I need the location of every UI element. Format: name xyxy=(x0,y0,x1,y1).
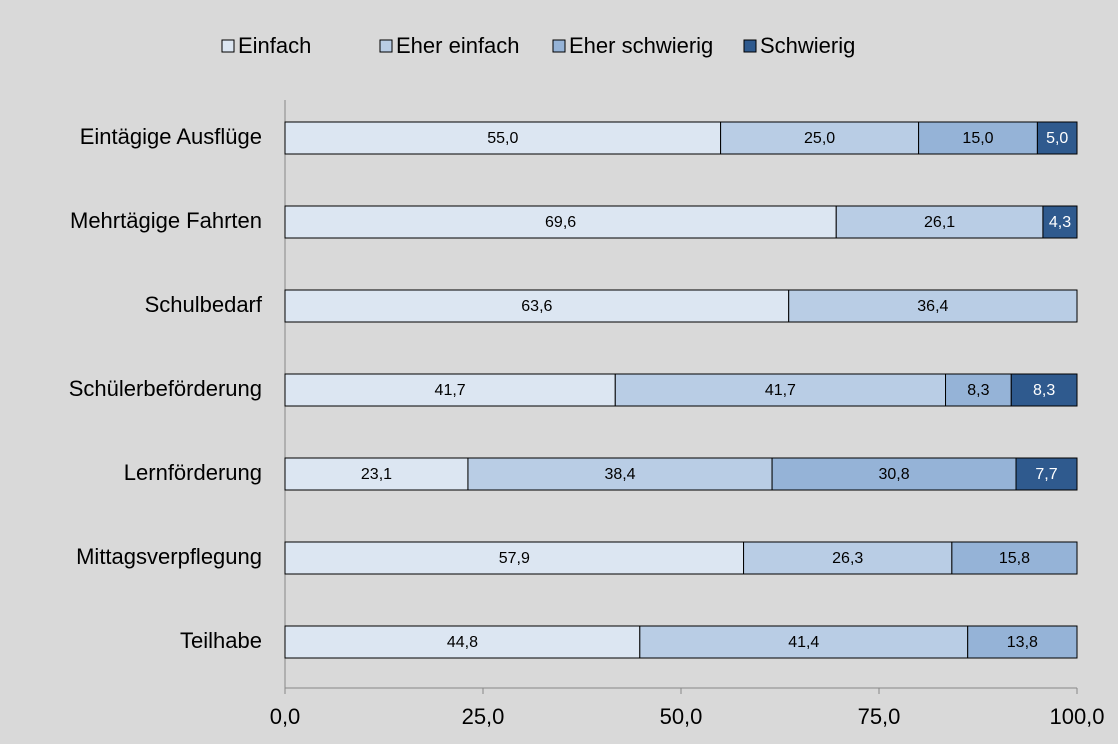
data-label: 41,4 xyxy=(788,634,819,651)
bar-segment xyxy=(467,457,773,491)
bar-segment xyxy=(284,205,837,239)
bar-segment xyxy=(788,289,1078,323)
data-label: 69,6 xyxy=(545,214,576,231)
data-label: 41,7 xyxy=(765,382,796,399)
y-tick-label: Mehrtägige Fahrten xyxy=(70,208,262,233)
y-tick-label: Schülerbeförderung xyxy=(69,376,262,401)
data-label: 8,3 xyxy=(1033,382,1055,399)
legend-swatch xyxy=(221,39,235,53)
y-tick-label: Eintägige Ausflüge xyxy=(80,124,262,149)
legend-swatch xyxy=(743,39,757,53)
data-label: 57,9 xyxy=(499,550,530,567)
data-label: 23,1 xyxy=(361,466,392,483)
x-tick-label: 0,0 xyxy=(270,704,301,729)
bar-segment xyxy=(284,121,722,155)
data-label: 26,1 xyxy=(924,214,955,231)
data-label: 26,3 xyxy=(832,550,863,567)
bar-segment xyxy=(835,205,1044,239)
y-tick-label: Lernförderung xyxy=(124,460,262,485)
y-tick-label: Mittagsverpflegung xyxy=(76,544,262,569)
legend-label: Einfach xyxy=(238,33,311,58)
legend-swatch xyxy=(552,39,566,53)
bar-segment xyxy=(967,625,1078,659)
legend-label: Eher einfach xyxy=(396,33,520,58)
bar-segment xyxy=(951,541,1078,575)
bar-segment xyxy=(1010,373,1078,407)
bar-segment xyxy=(284,625,641,659)
data-label: 38,4 xyxy=(604,466,635,483)
data-label: 36,4 xyxy=(917,298,948,315)
data-label: 15,8 xyxy=(999,550,1030,567)
y-tick-label: Teilhabe xyxy=(180,628,262,653)
data-label: 5,0 xyxy=(1046,130,1068,147)
legend-swatch xyxy=(379,39,393,53)
data-label: 30,8 xyxy=(878,466,909,483)
bar-segment xyxy=(771,457,1017,491)
bar-segment xyxy=(1042,205,1078,239)
y-tick-label: Schulbedarf xyxy=(145,292,263,317)
bar-segment xyxy=(1015,457,1078,491)
legend-label: Eher schwierig xyxy=(569,33,713,58)
legend-label: Schwierig xyxy=(760,33,855,58)
bar-segment xyxy=(284,457,469,491)
data-label: 4,3 xyxy=(1049,214,1071,231)
bar-segment xyxy=(1036,121,1078,155)
data-label: 55,0 xyxy=(487,130,518,147)
bar-segment xyxy=(743,541,953,575)
x-tick-label: 75,0 xyxy=(858,704,901,729)
data-label: 8,3 xyxy=(967,382,989,399)
data-label: 15,0 xyxy=(962,130,993,147)
data-label: 7,7 xyxy=(1035,466,1057,483)
bar-segment xyxy=(639,625,969,659)
x-tick-label: 50,0 xyxy=(660,704,703,729)
bar-segment xyxy=(720,121,920,155)
data-label: 44,8 xyxy=(447,634,478,651)
data-label: 13,8 xyxy=(1007,634,1038,651)
data-label: 63,6 xyxy=(521,298,552,315)
x-tick-label: 25,0 xyxy=(462,704,505,729)
data-label: 25,0 xyxy=(804,130,835,147)
bar-segment xyxy=(614,373,947,407)
x-tick-label: 100,0 xyxy=(1049,704,1104,729)
data-label: 41,7 xyxy=(435,382,466,399)
bar-segment xyxy=(918,121,1038,155)
